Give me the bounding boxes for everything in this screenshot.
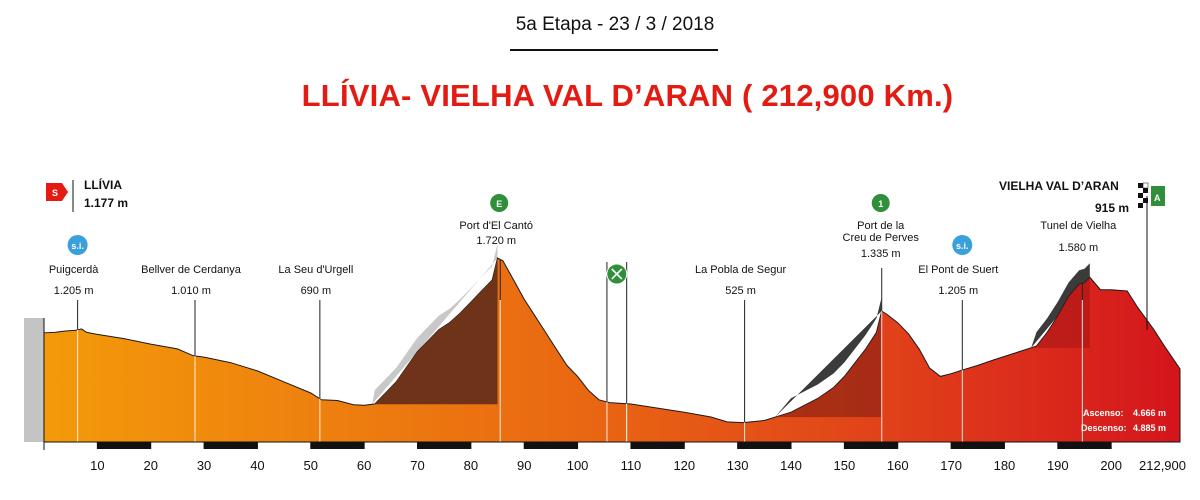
x-tick-label-end: 212,900 [1139, 458, 1186, 473]
x-tick-label: 50 [304, 458, 318, 473]
axis-segment [951, 442, 1005, 449]
axis-segment [844, 442, 898, 449]
mountain-category-icon [490, 194, 509, 212]
x-tick-label: 100 [567, 458, 589, 473]
waypoint: La Seu d'Urgell 690 m [278, 264, 353, 442]
x-tick-label: 130 [727, 458, 749, 473]
axis-segment [1057, 442, 1112, 449]
finish-badge-box [1151, 186, 1165, 206]
axis-segment [737, 442, 792, 449]
finish-name: VIELHA VAL D’ARAN [999, 179, 1119, 193]
finish-label: VIELHA VAL D’ARAN 915 m A [999, 179, 1165, 215]
climb-shadow [1031, 263, 1090, 348]
x-tick-label: 70 [410, 458, 424, 473]
waypoint-name: Puigcerdà [49, 264, 99, 276]
start-grey-block [24, 318, 44, 442]
ascent-label: Ascenso: [1083, 408, 1124, 418]
waypoint-name: La Seu d'Urgell [278, 264, 353, 276]
chequered-flag-icon [1138, 182, 1149, 208]
waypoint: Tunel de Vielha 1.580 m [1040, 220, 1117, 442]
climb-fill [775, 311, 882, 418]
x-tick-label: 150 [834, 458, 856, 473]
waypoint-altitude: 525 m [725, 285, 756, 297]
axis-segment [524, 442, 578, 449]
waypoint-altitude: 1.720 m [476, 235, 516, 247]
intermediate-sprint-icon [952, 235, 973, 255]
waypoint-name: Tunel de Vielha [1040, 220, 1117, 232]
x-tick-label: 40 [250, 458, 264, 473]
waypoint-altitude: 1.205 m [938, 285, 978, 297]
climb-fill [372, 258, 498, 405]
x-axis: 10 20 30 40 50 60 70 80 90 100 110 120 130 140 150 160 1… [43, 318, 1186, 473]
x-tick-label: 200 [1100, 458, 1122, 473]
x-tick-label: 30 [197, 458, 211, 473]
climb-highlights [372, 244, 1090, 418]
x-tick-label: 190 [1047, 458, 1069, 473]
route-title: LLÍVIA- VIELHA VAL D’ARAN ( 212,900 Km.) [301, 78, 954, 113]
intermediate-sprint-icon [67, 235, 88, 255]
waypoint-name: La Pobla de Segur [695, 264, 786, 276]
mountain-category-badge: E [496, 199, 502, 209]
axis-segment [630, 442, 685, 449]
descent-label: Descenso: [1081, 423, 1127, 433]
waypoint: Puigcerdà 1.205 m s.i. [49, 235, 99, 442]
x-tick-label: 10 [90, 458, 104, 473]
climb-shadow [372, 244, 498, 405]
start-badge: S [52, 188, 58, 198]
waypoint-altitude: 1.335 m [861, 248, 901, 260]
elevation-profile-area [43, 257, 1181, 443]
waypoint: La Pobla de Segur 525 m [695, 264, 786, 442]
x-tick-label: 120 [673, 458, 695, 473]
mountain-category-badge: 1 [878, 199, 883, 209]
waypoints: Puigcerdà 1.205 m s.i. Bellver de Cerdanya 1… [49, 194, 1117, 442]
x-tick-label: 180 [994, 458, 1016, 473]
mountain-category-icon [871, 194, 890, 212]
descent-value: 4.885 m [1133, 423, 1166, 433]
start-label: S LLÍVIA 1.177 m [46, 177, 128, 210]
waypoint [606, 262, 628, 442]
waypoint-altitude: 1.205 m [54, 285, 94, 297]
climb-fill [1031, 277, 1090, 348]
waypoint-name: Port de la [857, 220, 905, 232]
finish-badge: A [1154, 193, 1161, 203]
axis-segment [310, 442, 365, 449]
x-tick-label: 90 [517, 458, 531, 473]
x-tick-label: 160 [887, 458, 909, 473]
waypoint-altitude: 1.010 m [171, 285, 211, 297]
start-flag-icon [46, 183, 68, 201]
x-tick-label: 60 [357, 458, 371, 473]
start-altitude: 1.177 m [84, 196, 128, 210]
ascent-value: 4.666 m [1133, 408, 1166, 418]
climb-shadow [775, 297, 882, 418]
x-tick-label: 20 [143, 458, 157, 473]
axis-segment [97, 442, 151, 449]
waypoint-altitude: 1.580 m [1058, 242, 1098, 254]
waypoint: Bellver de Cerdanya 1.010 m [141, 264, 242, 442]
intermediate-sprint-badge: s.i. [956, 241, 969, 251]
x-tick-label: 170 [940, 458, 962, 473]
stage-title: 5a Etapa - 23 / 3 / 2018 [515, 14, 715, 35]
waypoint-name: Bellver de Cerdanya [141, 264, 242, 276]
waypoint-altitude: 690 m [301, 285, 332, 297]
axis-segment [417, 442, 471, 449]
stage-title-underline [510, 49, 718, 51]
waypoint: El Pont de Suert 1.205 m s.i. [918, 235, 998, 442]
x-tick-label: 140 [780, 458, 802, 473]
cutlery-icon [611, 268, 623, 280]
x-tick-label: 110 [621, 458, 642, 473]
waypoint-name: Creu de Perves [843, 232, 920, 244]
axis-segment [204, 442, 258, 449]
waypoint-name: Port d'El Cantó [459, 220, 533, 232]
climb-stats: Ascenso: 4.666 m Descenso: 4.885 m [1081, 408, 1166, 433]
waypoint-name: El Pont de Suert [918, 264, 998, 276]
waypoint: Port d'El Cantó 1.720 m E [459, 194, 533, 442]
intermediate-sprint-badge: s.i. [71, 241, 84, 251]
finish-altitude: 915 m [1095, 201, 1129, 215]
x-tick-label: 80 [464, 458, 478, 473]
climb-overlays [372, 258, 1090, 418]
start-name: LLÍVIA [84, 177, 122, 192]
